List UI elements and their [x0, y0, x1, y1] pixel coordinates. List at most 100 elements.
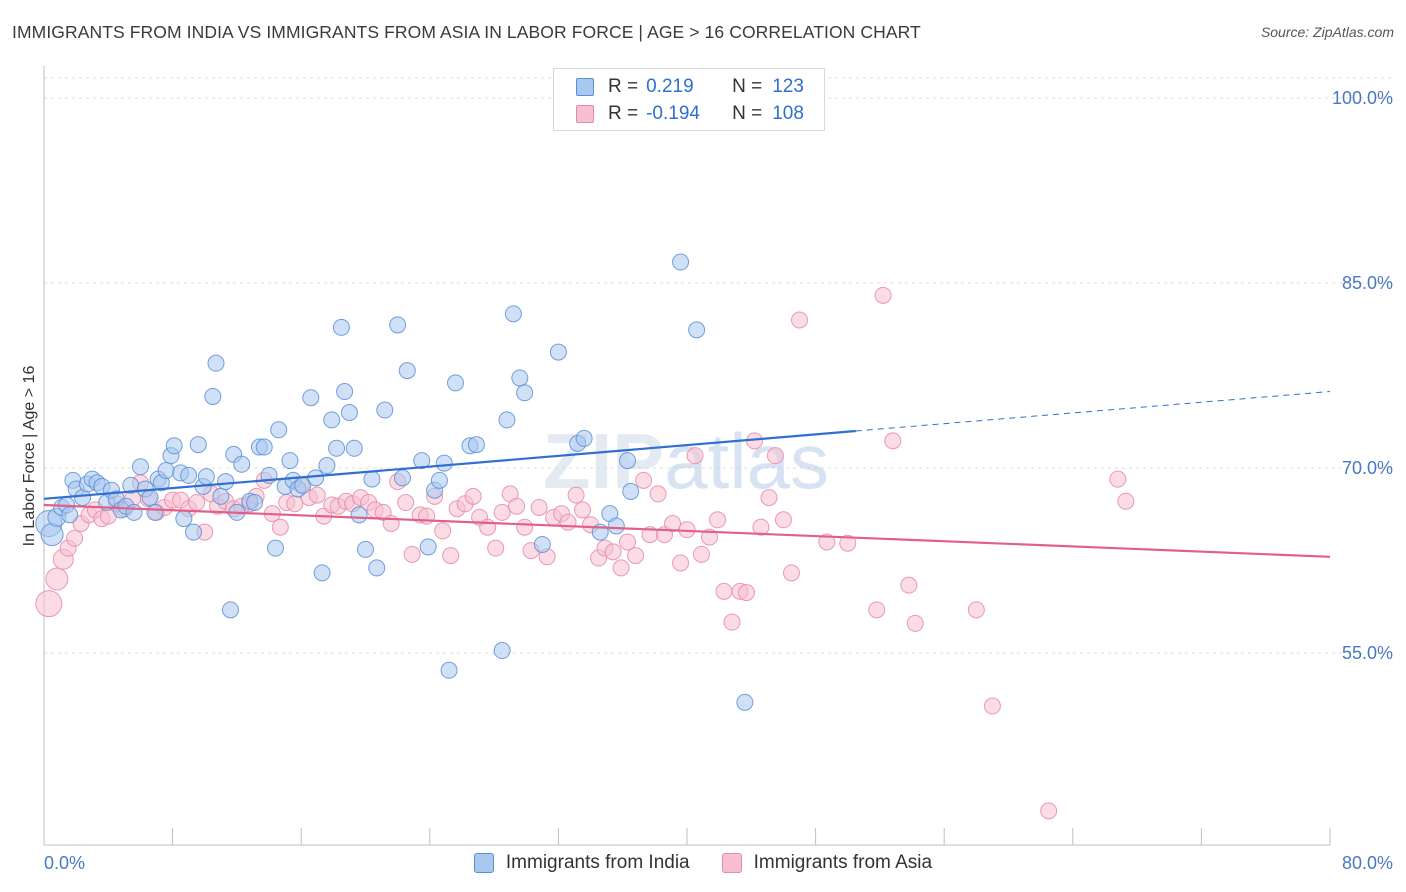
- data-point: [516, 518, 534, 536]
- data-point: [398, 362, 416, 380]
- data-point: [649, 485, 667, 503]
- data-point: [736, 693, 754, 711]
- legend-n-key: N =: [732, 103, 763, 124]
- data-point: [493, 503, 511, 521]
- data-point: [221, 601, 239, 619]
- data-point: [715, 582, 733, 600]
- data-point: [66, 529, 84, 547]
- data-point: [189, 436, 207, 454]
- data-point: [791, 311, 809, 329]
- data-point: [393, 469, 411, 487]
- trend-line-extension: [855, 391, 1331, 432]
- axes: [43, 66, 1331, 846]
- data-point: [207, 354, 225, 372]
- data-point: [1109, 470, 1127, 488]
- data-point: [175, 510, 193, 528]
- correlation-legend: R = 0.219 N = 123 R = -0.194 N = 108: [553, 68, 825, 131]
- data-point: [217, 473, 235, 491]
- data-point: [125, 503, 143, 521]
- legend-item-asia[interactable]: Immigrants from Asia: [721, 852, 932, 874]
- data-point: [180, 466, 198, 484]
- legend-swatch-asia: [576, 105, 594, 123]
- data-point: [141, 489, 159, 507]
- data-point: [737, 584, 755, 602]
- legend-n-key: N =: [732, 76, 763, 97]
- legend-row-india: R = 0.219 N = 123: [576, 75, 804, 99]
- data-point: [255, 438, 273, 456]
- gridlines: [44, 77, 1394, 654]
- data-point: [782, 564, 800, 582]
- data-point: [619, 533, 637, 551]
- data-point: [397, 494, 415, 512]
- data-point: [533, 535, 551, 553]
- data-point: [760, 489, 778, 507]
- data-point: [165, 437, 183, 455]
- chart-title: IMMIGRANTS FROM INDIA VS IMMIGRANTS FROM…: [12, 22, 921, 42]
- data-point: [467, 436, 485, 454]
- data-point: [376, 401, 394, 419]
- data-point: [271, 518, 289, 536]
- data-point: [35, 590, 63, 618]
- data-point: [336, 383, 354, 401]
- data-point: [504, 305, 522, 323]
- data-point: [146, 503, 164, 521]
- data-point: [368, 559, 386, 577]
- data-point: [363, 470, 381, 488]
- data-point: [619, 452, 637, 470]
- data-point: [487, 539, 505, 557]
- legend-item-india[interactable]: Immigrants from India: [473, 852, 690, 874]
- data-point: [246, 494, 264, 512]
- data-point: [270, 421, 288, 439]
- legend-row-asia: R = -0.194 N = 108: [576, 102, 804, 126]
- data-point: [692, 545, 710, 563]
- data-point: [197, 468, 215, 486]
- legend-r-value: 0.219: [646, 76, 694, 97]
- data-point: [307, 469, 325, 487]
- data-point: [530, 498, 548, 516]
- legend-r-value: -0.194: [646, 103, 700, 124]
- series-legend: Immigrants from India Immigrants from As…: [0, 852, 1406, 874]
- data-point: [403, 545, 421, 563]
- data-point: [233, 455, 251, 473]
- data-point: [281, 452, 299, 470]
- data-point: [774, 511, 792, 529]
- y-tick-label: 70.0%: [1342, 458, 1393, 478]
- trend-line: [43, 503, 1331, 558]
- data-point: [442, 547, 460, 565]
- data-point: [318, 457, 336, 475]
- y-tick-label: 85.0%: [1342, 273, 1393, 293]
- data-point: [559, 513, 577, 531]
- data-point: [612, 559, 630, 577]
- data-point: [549, 343, 567, 361]
- data-point: [464, 487, 482, 505]
- data-point: [607, 517, 625, 535]
- legend-swatch-india: [576, 78, 594, 96]
- data-point: [723, 613, 741, 631]
- data-point: [664, 515, 682, 532]
- data-point: [868, 601, 886, 619]
- data-point: [340, 404, 358, 421]
- data-point: [389, 316, 407, 334]
- data-point: [184, 523, 202, 541]
- x-tick-label: 0.0%: [44, 853, 85, 873]
- y-tick-label: 100.0%: [1332, 88, 1393, 108]
- data-point: [900, 576, 918, 594]
- data-point: [575, 429, 593, 447]
- data-point: [839, 534, 857, 552]
- data-point: [752, 518, 770, 536]
- legend-r-key: R =: [608, 76, 639, 97]
- data-point: [635, 471, 653, 489]
- legend-n-value: 123: [772, 76, 804, 97]
- legend-label-india: Immigrants from India: [505, 852, 690, 873]
- data-point: [357, 540, 374, 558]
- data-point: [688, 321, 706, 339]
- data-point: [413, 452, 431, 470]
- data-point: [983, 697, 1001, 715]
- data-point: [323, 411, 341, 429]
- data-point: [430, 471, 448, 489]
- data-point: [622, 482, 640, 500]
- data-point: [157, 461, 175, 479]
- data-point: [332, 318, 350, 336]
- data-point: [874, 286, 892, 304]
